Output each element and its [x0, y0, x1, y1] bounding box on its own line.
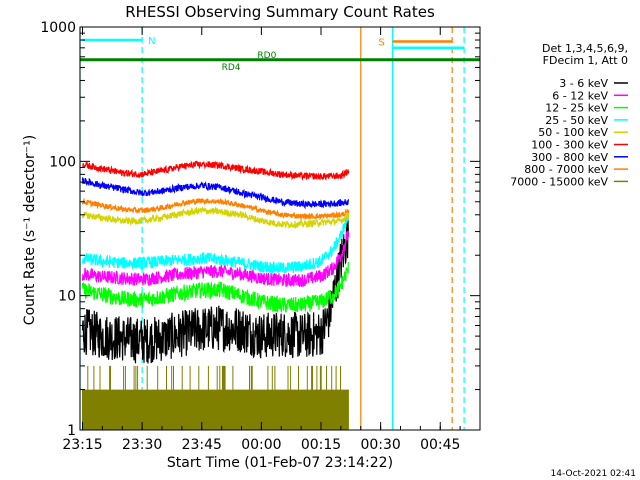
- series-0: [81, 214, 350, 364]
- legend-entry-6: 300 - 800 keV: [531, 151, 608, 164]
- series-line-6: [81, 177, 350, 210]
- series-3: [81, 213, 349, 275]
- series-6: [81, 177, 350, 210]
- series-line-1: [81, 230, 350, 288]
- legend: Det 1,3,4,5,6,9,FDecim 1, Att 0 3 - 6 keV…: [510, 42, 628, 188]
- series-8: [82, 365, 349, 430]
- x-tick-label-3: 00:00: [241, 437, 281, 453]
- footer-timestamp: 14-Oct-2021 02:41: [551, 469, 636, 479]
- series-2: [81, 261, 350, 314]
- axis-ticks: 23:15 23:30 23:45 00:00 00:15 00:30 00:45 1 10 10…: [40, 20, 481, 453]
- series-line-3: [81, 213, 349, 275]
- series-line-0: [81, 214, 350, 364]
- y-tick-label-1: 10: [58, 289, 76, 305]
- x-tick-label-5: 00:30: [360, 437, 400, 453]
- legend-entry-5: 100 - 300 keV: [531, 139, 608, 152]
- y-tick-label-2: 100: [49, 154, 76, 170]
- legend-entry-2: 12 - 25 keV: [545, 102, 608, 115]
- legend-entry-1: 6 - 12 keV: [552, 89, 608, 102]
- series-5: [82, 160, 350, 181]
- y-axis-label: Count Rate (s⁻¹ detector⁻¹): [22, 135, 38, 325]
- chart-title: RHESSI Observing Summary Count Rates: [125, 3, 435, 21]
- annotation-label-1: RD4: [222, 63, 241, 73]
- legend-entry-3: 25 - 50 keV: [545, 114, 608, 127]
- legend-entry-0: 3 - 6 keV: [559, 77, 608, 90]
- y-tick-label-3: 1000: [40, 20, 76, 36]
- series-line-4: [81, 206, 350, 230]
- legend-header-0: Det 1,3,4,5,6,9,: [542, 42, 628, 55]
- plot-frame: [79, 26, 481, 431]
- series-line-5: [82, 160, 350, 181]
- series-line-2: [81, 261, 350, 314]
- series-4: [81, 206, 350, 230]
- y-tick-label-0: 1: [67, 423, 76, 439]
- series-7: [81, 197, 350, 222]
- x-tick-label-2: 23:45: [182, 437, 222, 453]
- series-1: [81, 230, 350, 288]
- legend-entry-4: 50 - 100 keV: [538, 126, 608, 139]
- series-line-8: [82, 365, 349, 430]
- series-line-7: [81, 197, 350, 222]
- plot-area: N S RD0 RD4: [79, 26, 481, 431]
- annotation-label-0: RD0: [257, 51, 276, 61]
- x-tick-label-4: 00:15: [301, 437, 341, 453]
- x-tick-label-6: 00:45: [420, 437, 460, 453]
- flag-label-1: S: [379, 37, 385, 48]
- x-tick-label-1: 23:30: [122, 437, 162, 453]
- flag-label-0: N: [148, 36, 155, 47]
- legend-entry-8: 7000 - 15000 keV: [510, 175, 608, 188]
- legend-header-1: FDecim 1, Att 0: [543, 54, 628, 67]
- x-tick-label-0: 23:15: [62, 437, 102, 453]
- x-axis-label: Start Time (01-Feb-07 23:14:22): [167, 455, 393, 471]
- legend-entry-7: 800 - 7000 keV: [524, 163, 608, 176]
